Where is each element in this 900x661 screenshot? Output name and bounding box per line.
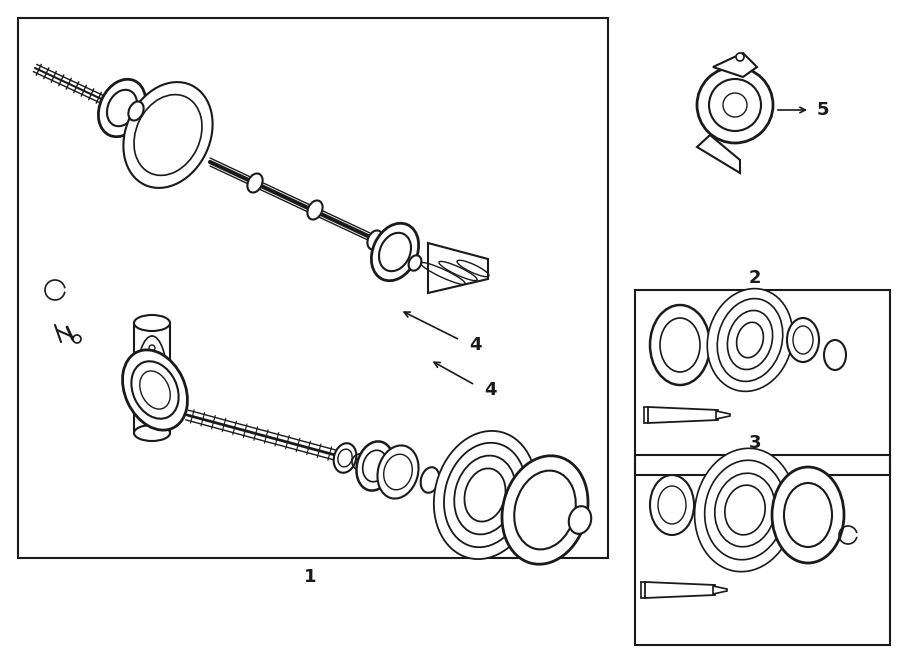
Text: 2: 2 — [749, 269, 761, 287]
Circle shape — [736, 53, 744, 61]
Polygon shape — [697, 135, 740, 173]
Polygon shape — [645, 582, 715, 598]
Ellipse shape — [372, 223, 418, 281]
Circle shape — [723, 93, 747, 117]
Text: 1: 1 — [304, 568, 316, 586]
Ellipse shape — [367, 231, 382, 250]
Polygon shape — [648, 407, 718, 423]
Ellipse shape — [363, 450, 387, 482]
Bar — [635, 455, 890, 645]
Bar — [18, 18, 608, 558]
Circle shape — [73, 335, 81, 343]
Ellipse shape — [131, 362, 178, 418]
Ellipse shape — [787, 318, 819, 362]
Circle shape — [709, 79, 761, 131]
Ellipse shape — [514, 471, 576, 549]
Ellipse shape — [98, 79, 146, 137]
Ellipse shape — [707, 289, 793, 391]
Polygon shape — [716, 411, 730, 419]
Ellipse shape — [784, 483, 832, 547]
Ellipse shape — [650, 475, 694, 535]
Text: 4: 4 — [484, 381, 496, 399]
Polygon shape — [713, 586, 727, 594]
Ellipse shape — [409, 255, 421, 271]
Ellipse shape — [717, 299, 783, 381]
Bar — [635, 290, 890, 475]
Polygon shape — [428, 243, 488, 293]
Ellipse shape — [434, 431, 536, 559]
Ellipse shape — [123, 82, 212, 188]
Ellipse shape — [134, 425, 170, 441]
Ellipse shape — [379, 233, 411, 271]
Ellipse shape — [736, 323, 763, 358]
Circle shape — [697, 67, 773, 143]
Ellipse shape — [420, 467, 439, 492]
Ellipse shape — [824, 340, 846, 370]
Ellipse shape — [502, 456, 588, 564]
Ellipse shape — [727, 311, 772, 369]
Ellipse shape — [134, 95, 202, 175]
Ellipse shape — [650, 305, 710, 385]
Ellipse shape — [444, 443, 526, 547]
Ellipse shape — [248, 173, 263, 192]
Ellipse shape — [383, 454, 412, 490]
Polygon shape — [713, 53, 757, 77]
Ellipse shape — [695, 448, 796, 572]
Ellipse shape — [793, 326, 813, 354]
Ellipse shape — [122, 350, 187, 430]
Ellipse shape — [454, 455, 516, 534]
Ellipse shape — [377, 446, 418, 498]
Ellipse shape — [715, 473, 775, 547]
Ellipse shape — [140, 371, 170, 409]
Ellipse shape — [705, 460, 786, 560]
Ellipse shape — [660, 318, 700, 372]
Ellipse shape — [334, 444, 356, 473]
Text: 3: 3 — [749, 434, 761, 452]
Text: 5: 5 — [817, 101, 829, 119]
Ellipse shape — [658, 486, 686, 524]
Text: 4: 4 — [469, 336, 482, 354]
Ellipse shape — [308, 200, 322, 219]
Ellipse shape — [569, 506, 591, 534]
Ellipse shape — [129, 102, 144, 120]
Ellipse shape — [134, 315, 170, 331]
Ellipse shape — [772, 467, 844, 563]
Ellipse shape — [338, 449, 352, 467]
Ellipse shape — [464, 469, 506, 522]
Ellipse shape — [356, 442, 393, 490]
Ellipse shape — [724, 485, 765, 535]
